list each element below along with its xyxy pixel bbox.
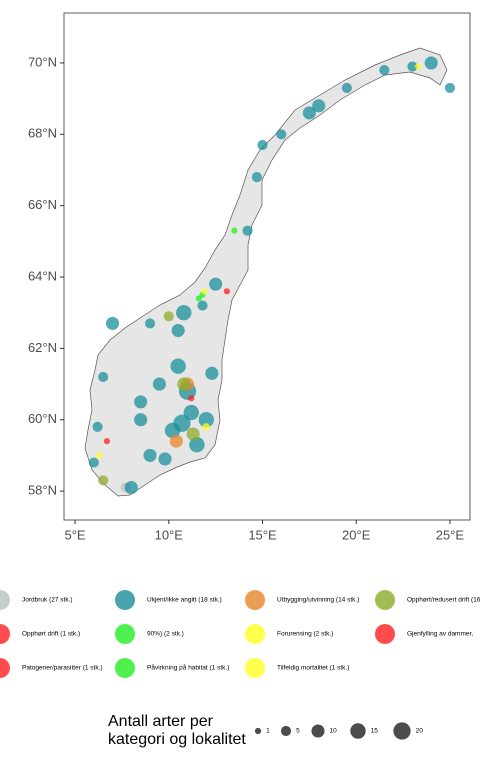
bubble — [186, 427, 200, 441]
size-legend-circle — [254, 727, 262, 735]
bubble — [171, 323, 185, 338]
legend-label: Jordbruk (27 stk.) — [22, 597, 73, 604]
bubble — [96, 452, 103, 459]
size-legend-label: 1 — [266, 728, 270, 735]
legend-swatch — [245, 590, 265, 610]
legend-swatch — [115, 590, 135, 610]
legend-swatch — [375, 590, 395, 610]
legend-swatch — [375, 624, 395, 644]
size-legend-circle — [393, 722, 411, 740]
legend-label: Forurensing (2 stk.) — [277, 631, 333, 638]
x-tick-label: 25°E — [436, 527, 465, 542]
bubble — [88, 457, 99, 468]
bubble — [169, 434, 183, 448]
bubble — [134, 395, 148, 409]
size-legend-label: 15 — [371, 728, 379, 735]
bubble — [341, 82, 352, 94]
legend-swatch — [115, 658, 135, 678]
bubble — [242, 225, 253, 236]
size-legend-circle — [280, 725, 292, 737]
legend-label: Tilfeldig mortalitet (1 stk.) — [277, 665, 349, 672]
bubble — [98, 475, 109, 486]
size-legend-label: 5 — [296, 728, 300, 735]
bubble — [201, 288, 208, 295]
y-tick-label: 64°N — [28, 268, 57, 283]
legend-swatch — [0, 624, 10, 644]
bubble — [144, 318, 156, 329]
size-legend-title: Antall arter per — [108, 713, 214, 730]
size-legend-label: 10 — [330, 728, 338, 735]
bubble — [424, 56, 438, 70]
bubble — [231, 227, 238, 234]
bubble — [170, 358, 186, 374]
x-tick-label: 15°E — [248, 527, 277, 542]
size-legend-circle — [311, 724, 325, 738]
bubble — [183, 404, 199, 421]
bubble — [444, 82, 456, 94]
x-tick-label: 10°E — [155, 527, 184, 542]
bubble — [158, 452, 172, 466]
size-legend-label: 20 — [416, 728, 424, 735]
legend-swatch — [0, 658, 10, 678]
bubble — [105, 316, 120, 330]
bubble — [251, 172, 262, 183]
legend-swatch — [245, 624, 265, 644]
bubble — [134, 413, 148, 427]
bubble — [312, 99, 326, 113]
bubble — [209, 277, 223, 291]
y-tick-label: 58°N — [28, 483, 57, 498]
bubble — [276, 129, 287, 140]
size-legend-title: kategori og lokalitet — [108, 731, 246, 748]
legend-label: Opphørt/redusert drift (16 — [407, 597, 480, 604]
y-tick-label: 68°N — [28, 126, 57, 141]
bubble — [176, 305, 192, 321]
bubble — [223, 288, 230, 295]
norway-outline — [84, 47, 448, 497]
size-legend-circle — [350, 723, 366, 739]
legend-label: Utbygging/utvinning (14 stk.) — [277, 597, 359, 604]
bubble — [379, 65, 390, 76]
bubble — [407, 61, 418, 72]
bubble — [124, 480, 138, 495]
bubble — [414, 63, 422, 70]
x-tick-label: 20°E — [342, 527, 371, 542]
bubble — [205, 366, 219, 380]
legend-label: 90%) (2 stk.) — [147, 631, 184, 638]
y-tick-label: 70°N — [28, 54, 57, 69]
bubble — [189, 437, 205, 453]
legend-label: Påvirkning på habitat (1 stk.) — [147, 664, 229, 672]
bubble — [177, 377, 191, 391]
bubble — [163, 311, 174, 322]
x-tick-label: 5°E — [65, 527, 86, 542]
bubble — [143, 448, 157, 462]
legend-swatch — [245, 658, 265, 678]
bubble — [257, 139, 268, 151]
bubble — [152, 377, 166, 391]
bubble — [188, 395, 195, 402]
bubble — [195, 295, 202, 302]
legend-swatch — [0, 590, 10, 610]
bubble — [164, 422, 181, 439]
legend-label: Gjenfylling av dammer, — [407, 631, 473, 638]
legend-swatch — [115, 624, 135, 644]
bubble — [198, 412, 214, 428]
bubble — [302, 106, 316, 120]
legend-label: Opphørt drift (1 stk.) — [22, 631, 80, 638]
legend-label: Patogener/parasitter (1 stk.) — [22, 665, 103, 672]
y-tick-label: 60°N — [28, 411, 57, 426]
legend-label: Ukjent/ikke angitt (18 stk.) — [147, 597, 222, 604]
y-tick-label: 62°N — [28, 340, 57, 355]
bubble — [92, 421, 103, 432]
y-tick-label: 66°N — [28, 197, 57, 212]
bubble — [197, 300, 208, 311]
bubble — [98, 371, 109, 383]
bubble — [202, 423, 211, 431]
bubble — [103, 438, 111, 445]
